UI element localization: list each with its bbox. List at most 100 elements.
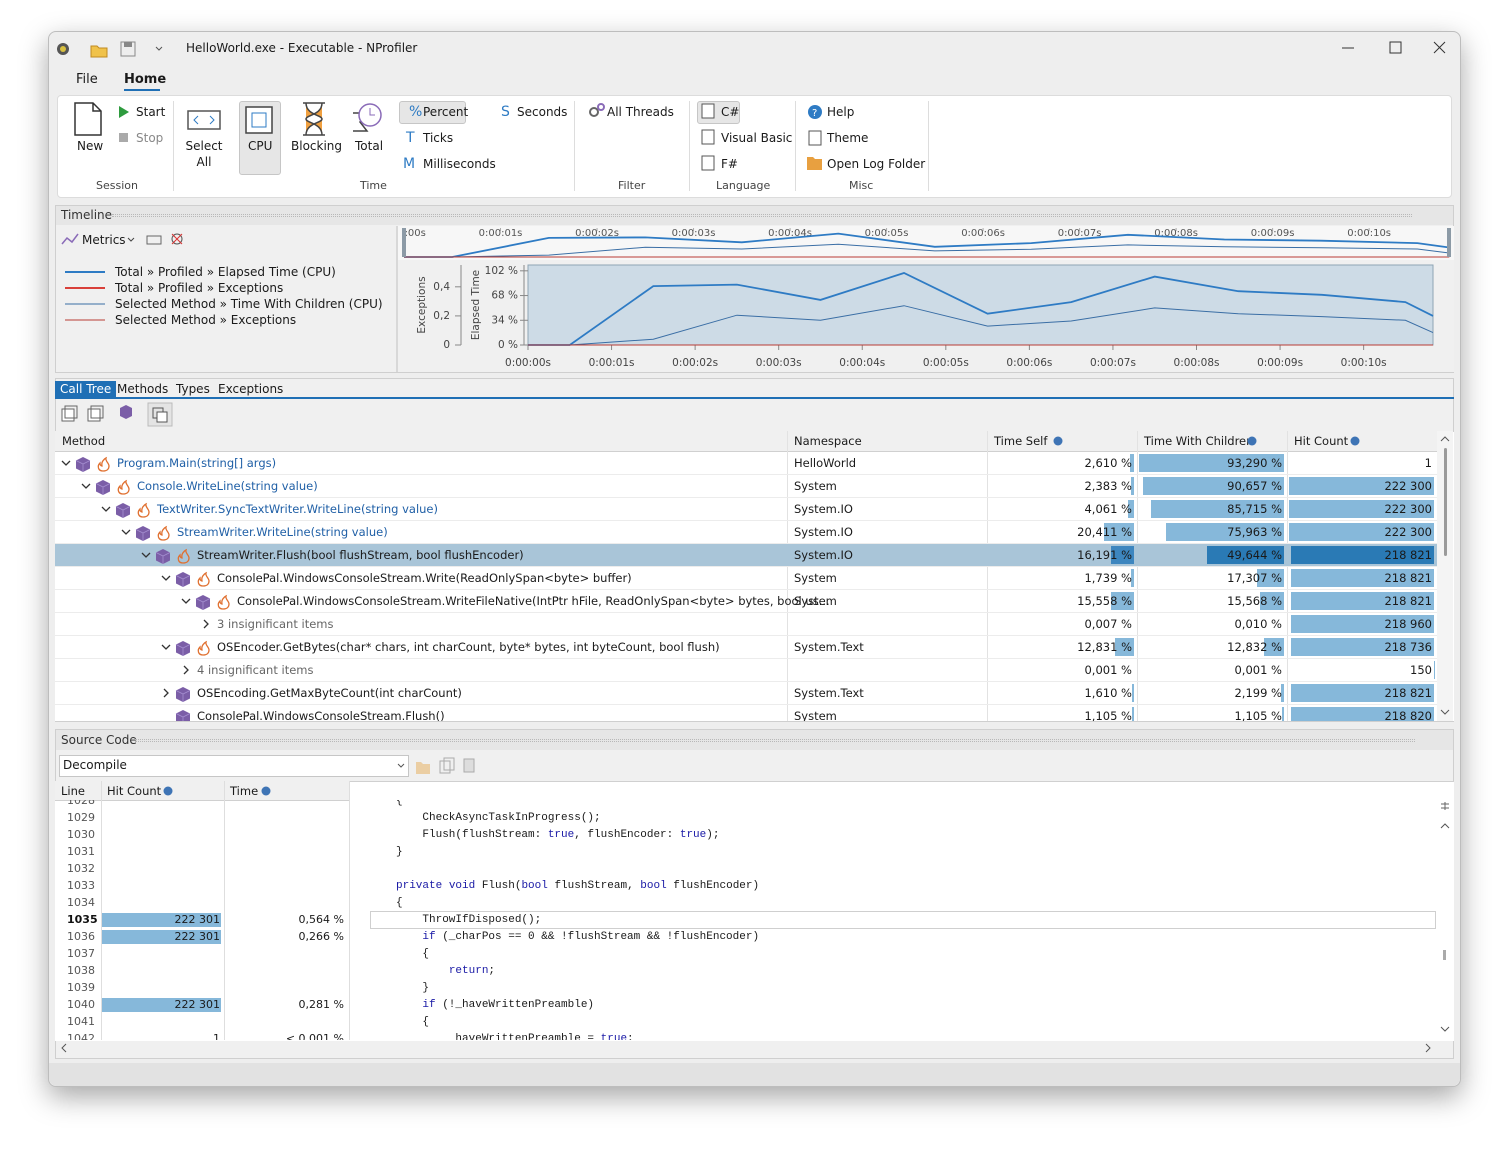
flame-icon xyxy=(158,527,169,540)
flame-icon xyxy=(198,573,209,586)
method-name[interactable]: TextWriter.SyncTextWriter.WriteLine(stri… xyxy=(157,501,438,517)
btn-fsharp[interactable]: F# xyxy=(721,156,738,172)
expander[interactable] xyxy=(101,504,111,514)
btn-total[interactable]: Total xyxy=(355,138,383,154)
method-name[interactable]: Console.WriteLine(string value) xyxy=(137,478,318,494)
expander[interactable] xyxy=(161,573,171,583)
tab[interactable]: Methods xyxy=(117,381,168,398)
window-controls[interactable] xyxy=(1330,38,1450,58)
legend-swatch xyxy=(63,301,107,307)
svg-text:?: ? xyxy=(812,108,817,119)
expander[interactable] xyxy=(181,665,191,675)
btn-open-log-folder[interactable]: Open Log Folder xyxy=(827,156,925,172)
cell-value: 2,383 % xyxy=(1084,478,1132,494)
column-header[interactable]: Time With Children xyxy=(1144,433,1253,449)
status-bar xyxy=(49,1063,1460,1086)
btn-milliseconds[interactable]: Milliseconds xyxy=(423,156,496,172)
btn-ticks[interactable]: Ticks xyxy=(423,130,453,146)
btn-visual-basic[interactable]: Visual Basic xyxy=(721,130,792,146)
namespace: System.IO xyxy=(794,524,853,540)
expander[interactable] xyxy=(81,481,91,491)
method-icons xyxy=(75,454,115,474)
btn-all-threads[interactable]: All Threads xyxy=(607,104,674,120)
namespace: System xyxy=(794,708,837,721)
btn-stop[interactable]: Stop xyxy=(136,130,163,146)
btn-select-all[interactable]: Select All xyxy=(180,138,228,170)
expander[interactable] xyxy=(161,642,171,652)
method-name[interactable]: OSEncoding.GetMaxByteCount(int charCount… xyxy=(197,685,462,701)
help-dot xyxy=(1248,437,1257,446)
tab[interactable]: Exceptions xyxy=(218,381,283,398)
tree-row[interactable]: OSEncoding.GetMaxByteCount(int charCount… xyxy=(55,682,1437,705)
tree-row[interactable]: 3 insignificant items0,007 %0,010 %218 9… xyxy=(55,613,1437,636)
tab[interactable]: Call Tree xyxy=(55,381,116,398)
method-name[interactable]: StreamWriter.WriteLine(string value) xyxy=(177,524,388,540)
column-header[interactable]: Namespace xyxy=(794,433,862,449)
chevron xyxy=(204,620,208,628)
expander[interactable] xyxy=(201,619,211,629)
method-name[interactable]: OSEncoder.GetBytes(char* chars, int char… xyxy=(217,639,720,655)
method-icons xyxy=(95,477,135,497)
column-header[interactable]: Time xyxy=(230,783,258,799)
method-name[interactable]: 4 insignificant items xyxy=(197,662,313,678)
source-scroll[interactable] xyxy=(55,800,1454,1058)
namespace: System.Text xyxy=(794,639,864,655)
tree-row[interactable]: TextWriter.SyncTextWriter.WriteLine(stri… xyxy=(55,498,1437,521)
expander[interactable] xyxy=(121,527,131,537)
menu-file[interactable]: File xyxy=(76,72,98,88)
column-header[interactable]: Time Self xyxy=(994,433,1047,449)
expander[interactable] xyxy=(161,688,171,698)
help-dot xyxy=(164,787,173,796)
column-header[interactable]: Method xyxy=(62,433,105,449)
method-name[interactable]: 3 insignificant items xyxy=(217,616,333,632)
btn-cpu[interactable]: CPU xyxy=(248,138,272,154)
cell-value: 17,307 % xyxy=(1227,570,1282,586)
tree-row[interactable]: StreamWriter.Flush(bool flushStream, boo… xyxy=(55,544,1437,567)
btn-percent[interactable]: Percent xyxy=(423,104,468,120)
btn-csharp[interactable]: C# xyxy=(721,104,739,120)
tree-row[interactable]: Console.WriteLine(string value)System2,3… xyxy=(55,475,1437,498)
cell-value: 218 821 xyxy=(1384,685,1432,701)
help-dot xyxy=(1351,437,1360,446)
expander[interactable] xyxy=(141,550,151,560)
btn-start[interactable]: Start xyxy=(136,104,165,120)
legend-swatch xyxy=(63,317,107,323)
btn-seconds[interactable]: Seconds xyxy=(517,104,567,120)
group-filter: Filter xyxy=(618,178,645,194)
menu-home[interactable]: Home xyxy=(124,72,166,88)
y2-tick-label: 0 xyxy=(443,339,450,351)
cell-value: 218 821 xyxy=(1384,570,1432,586)
tree-row[interactable]: Program.Main(string[] args)HelloWorld2,6… xyxy=(55,452,1437,475)
method-name[interactable]: ConsolePal.WindowsConsoleStream.Flush() xyxy=(197,708,445,721)
tree-row[interactable]: OSEncoder.GetBytes(char* chars, int char… xyxy=(55,636,1437,659)
chevron xyxy=(62,461,70,465)
tree-row[interactable]: ConsolePal.WindowsConsoleStream.Flush() S… xyxy=(55,705,1437,721)
namespace: System xyxy=(794,593,837,609)
scroll-arrows[interactable] xyxy=(1437,431,1453,721)
tab[interactable]: Types xyxy=(176,381,210,398)
x-tick-label: 0:00:09s xyxy=(1257,357,1303,369)
tree-row[interactable]: ConsolePal.WindowsConsoleStream.WriteFil… xyxy=(55,590,1437,613)
y2-tick-label: 0,4 xyxy=(433,281,450,293)
column-header[interactable]: Hit Count xyxy=(1294,433,1348,449)
method-name[interactable]: Program.Main(string[] args) xyxy=(117,455,276,471)
method-name[interactable]: StreamWriter.Flush(bool flushStream, boo… xyxy=(197,547,524,563)
tree-row[interactable]: 4 insignificant items0,001 %0,001 %150 xyxy=(55,659,1437,682)
tree-row[interactable]: ConsolePal.WindowsConsoleStream.Write(Re… xyxy=(55,567,1437,590)
sep xyxy=(795,101,796,191)
expander[interactable] xyxy=(61,458,71,468)
btn-theme[interactable]: Theme xyxy=(827,130,868,146)
mode-combo-value[interactable]: Decompile xyxy=(63,757,127,773)
overview-tick-label: 0:00:01s xyxy=(479,228,523,239)
btn-help[interactable]: Help xyxy=(827,104,854,120)
column-header[interactable]: Line xyxy=(61,783,85,799)
tree-row[interactable]: StreamWriter.WriteLine(string value) Syst… xyxy=(55,521,1437,544)
method-name[interactable]: ConsolePal.WindowsConsoleStream.Write(Re… xyxy=(217,570,632,586)
expander[interactable] xyxy=(181,596,191,606)
btn-new[interactable]: New xyxy=(77,138,103,154)
sep xyxy=(689,101,690,191)
method-name[interactable]: ConsolePal.WindowsConsoleStream.WriteFil… xyxy=(237,593,830,609)
btn-blocking[interactable]: Blocking xyxy=(291,138,342,154)
column-header[interactable]: Hit Count xyxy=(107,783,161,799)
namespace: HelloWorld xyxy=(794,455,856,471)
